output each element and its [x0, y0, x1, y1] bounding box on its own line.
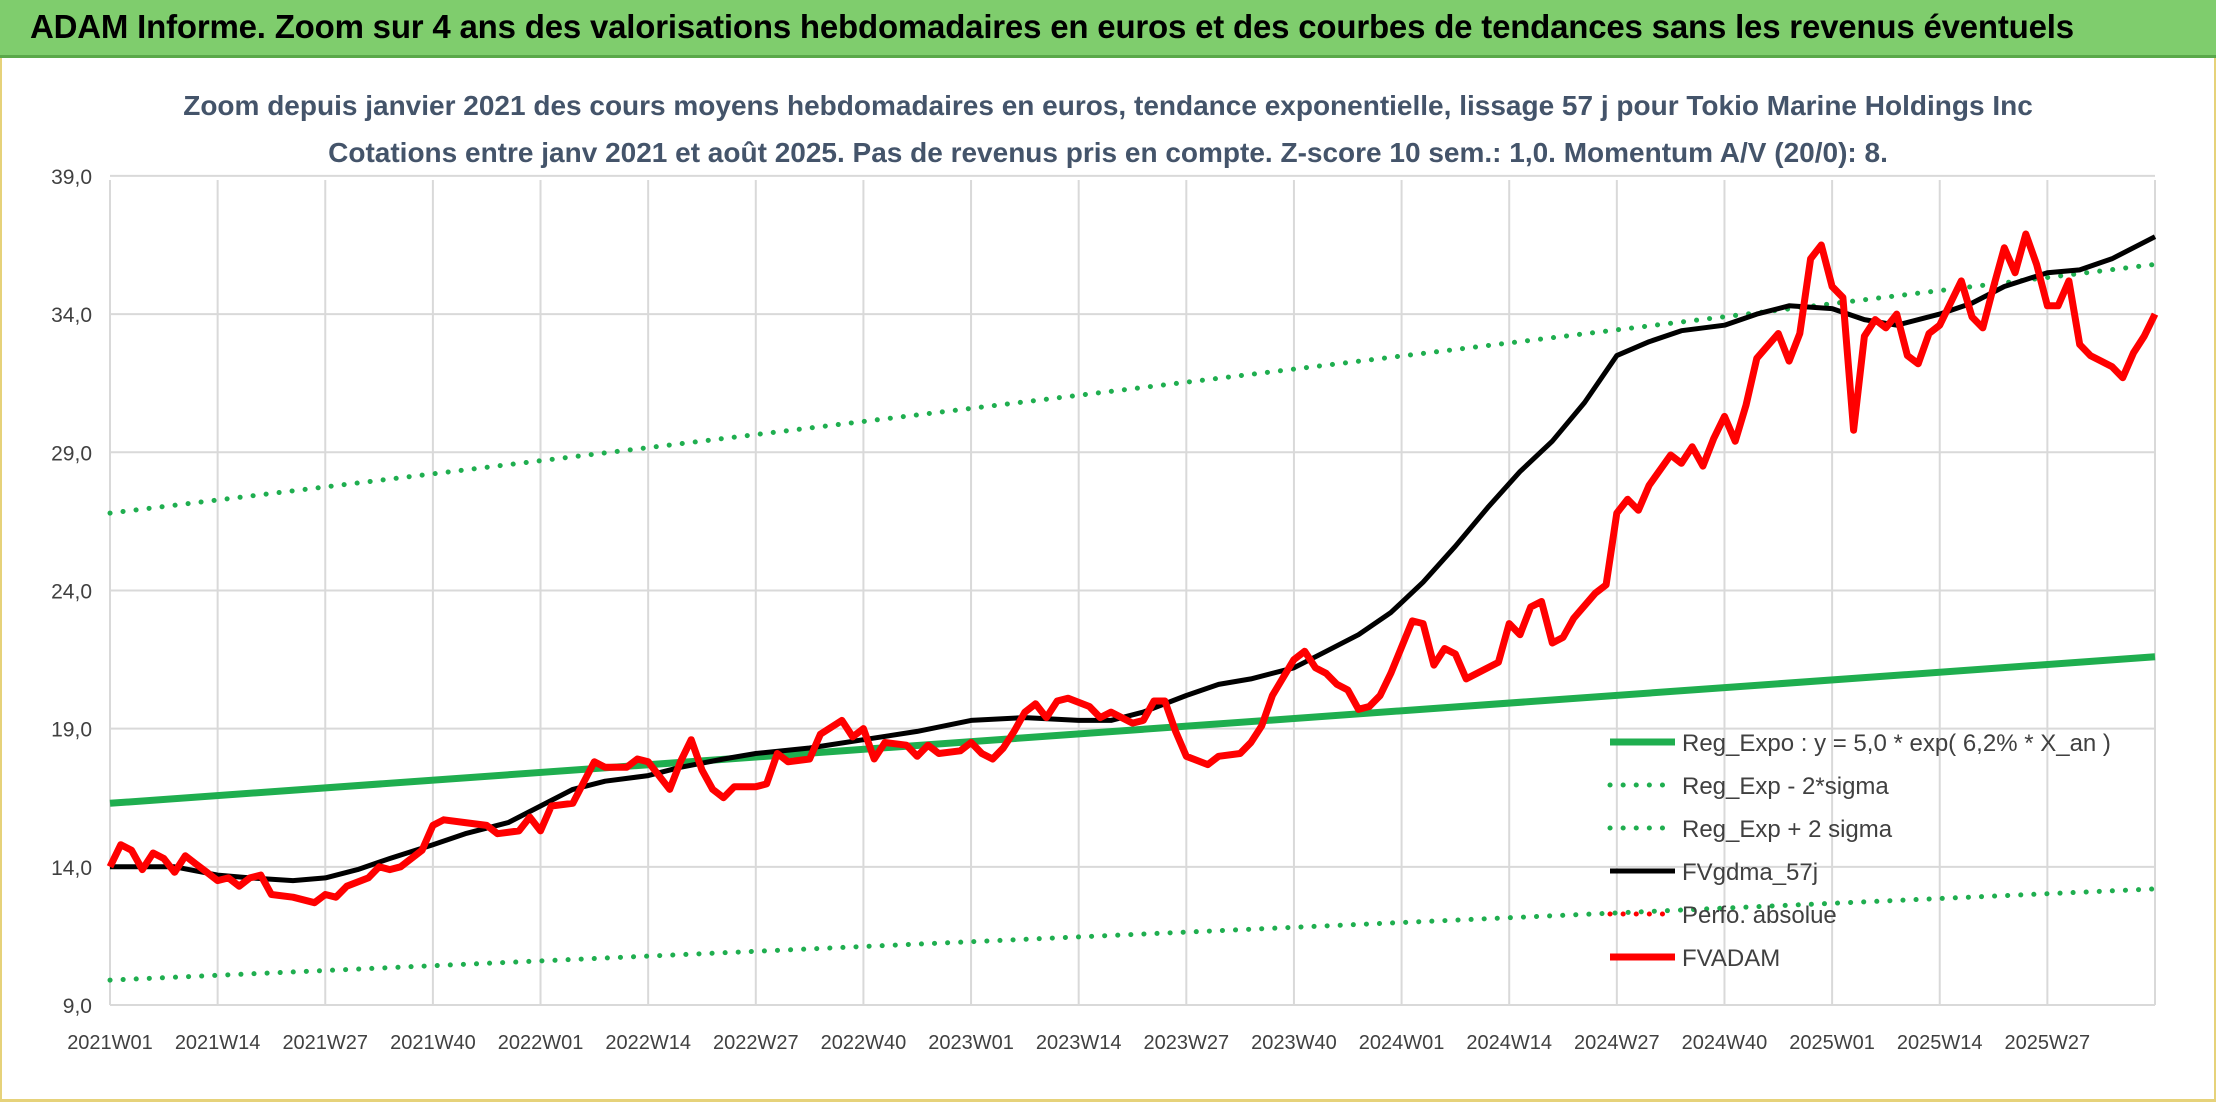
legend-label: Perfo. absolue	[1682, 902, 1837, 929]
grid-lines	[109, 174, 2156, 1006]
x-tick-label: 2024W27	[1574, 1032, 1660, 1054]
x-tick-label: 2025W01	[1789, 1032, 1875, 1054]
y-tick-label: 39,0	[51, 166, 92, 189]
y-tick-label: 34,0	[51, 304, 92, 327]
x-tick-label: 2025W14	[1897, 1032, 1983, 1054]
x-tick-label: 2021W27	[282, 1032, 368, 1054]
y-tick-label: 14,0	[51, 857, 92, 880]
x-tick-label: 2022W27	[713, 1032, 799, 1054]
y-tick-label: 9,0	[63, 995, 92, 1018]
x-tick-label: 2021W14	[175, 1032, 261, 1054]
x-tick-label: 2024W14	[1466, 1032, 1552, 1054]
series-line-fvadam	[106, 230, 2159, 907]
x-tick-label: 2022W40	[821, 1032, 907, 1054]
x-tick-label: 2025W27	[2005, 1032, 2091, 1054]
y-axis: 9,0 14,0 19,0 24,0 29,0 34,0 39,0	[51, 166, 92, 1018]
x-tick-label: 2022W14	[605, 1032, 691, 1054]
banner-title: ADAM Informe. Zoom sur 4 ans des valoris…	[30, 8, 2074, 45]
legend-label: Reg_Expo : y = 5,0 * exp( 6,2% * X_an )	[1682, 730, 2111, 757]
chart-title: Zoom depuis janvier 2021 des cours moyen…	[183, 90, 2033, 121]
legend-label: Reg_Exp - 2*sigma	[1682, 773, 1889, 800]
series-line-reg-expo-y-5-0-exp-6-2-x-an	[109, 653, 2156, 807]
y-tick-label: 19,0	[51, 719, 92, 742]
legend-label: Reg_Exp + 2 sigma	[1682, 816, 1893, 843]
y-tick-label: 29,0	[51, 442, 92, 465]
series-line-fvgdma-57j	[110, 234, 2157, 884]
legend: Reg_Expo : y = 5,0 * exp( 6,2% * X_an ) R…	[1607, 730, 2111, 972]
chart-frame	[0, 58, 2216, 1102]
legend-label: FVgdma_57j	[1682, 859, 1818, 886]
x-tick-label: 2024W01	[1359, 1032, 1445, 1054]
series-group	[106, 230, 2159, 983]
x-tick-label: 2023W40	[1251, 1032, 1337, 1054]
x-tick-label: 2021W40	[390, 1032, 476, 1054]
report-banner: ADAM Informe. Zoom sur 4 ans des valoris…	[0, 0, 2216, 58]
x-tick-label: 2024W40	[1682, 1032, 1768, 1054]
y-tick-label: 24,0	[51, 580, 92, 603]
x-tick-label: 2023W14	[1036, 1032, 1122, 1054]
series-line-reg-exp-2-sigma	[107, 886, 2158, 983]
x-tick-label: 2021W01	[67, 1032, 153, 1054]
chart-subtitle: Cotations entre janv 2021 et août 2025. …	[328, 137, 1888, 168]
x-tick-label: 2023W01	[928, 1032, 1014, 1054]
x-tick-label: 2022W01	[498, 1032, 584, 1054]
legend-label: FVADAM	[1682, 945, 1780, 972]
x-axis: 2021W01 2021W14 2021W27 2021W40 2022W01 2022W…	[67, 1032, 2090, 1054]
x-tick-label: 2023W27	[1144, 1032, 1230, 1054]
